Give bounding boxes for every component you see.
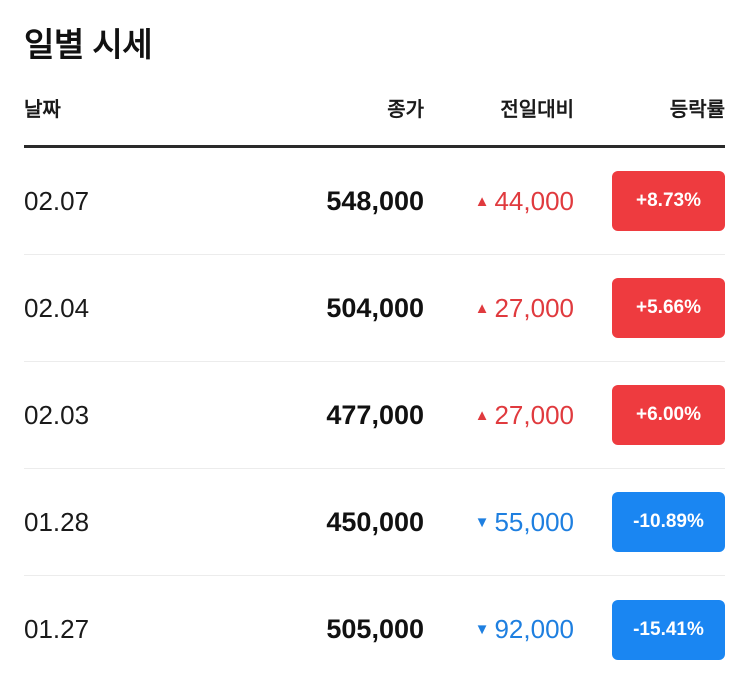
column-header-date: 날짜 [24,99,61,121]
row-close-price: 450,000 [326,506,424,537]
column-header-change: 전일대비 [500,99,574,121]
row-change: ▲ 27,000 [424,293,574,324]
row-date: 02.07 [24,185,90,216]
row-close-price: 548,000 [326,185,424,216]
row-change: ▼ 92,000 [424,614,574,645]
column-header-close: 종가 [387,99,424,121]
row-date: 02.03 [24,399,90,430]
daily-price-section: 일별 시세 날짜 종가 전일대비 등락률 02.07 548,000 ▲ 44,… [24,0,725,683]
table-header: 날짜 종가 전일대비 등락률 [24,70,725,148]
row-rate-cell: -10.89% [574,492,725,552]
row-change-value: 55,000 [494,506,574,537]
row-rate-cell: +8.73% [574,171,725,231]
row-change-value: 44,000 [494,185,574,216]
triangle-up-icon: ▲ [474,299,490,317]
row-change: ▼ 55,000 [424,507,574,538]
triangle-up-icon: ▲ [474,192,490,210]
page-title: 일별 시세 [24,26,153,63]
row-change: ▲ 44,000 [424,186,574,217]
row-rate-cell: -15.41% [574,599,725,660]
row-change-value: 92,000 [494,614,574,644]
row-change-value: 27,000 [494,399,574,430]
row-date: 01.27 [24,614,90,644]
table-row[interactable]: 01.28 450,000 ▼ 55,000 -10.89% [24,469,725,576]
triangle-down-icon: ▼ [474,621,490,638]
column-header-rate: 등락률 [669,99,725,121]
rate-badge: -10.89% [612,492,725,552]
rate-badge: -15.41% [612,599,725,660]
row-change-value: 27,000 [494,292,574,323]
triangle-up-icon: ▲ [474,406,490,424]
row-date: 01.28 [24,506,90,537]
rate-badge: +6.00% [612,385,725,445]
row-date: 02.04 [24,292,90,323]
table-row[interactable]: 01.27 505,000 ▼ 92,000 -15.41% [24,576,725,683]
rate-badge: +8.73% [612,171,725,231]
table-row[interactable]: 02.03 477,000 ▲ 27,000 +6.00% [24,362,725,469]
table-row[interactable]: 02.07 548,000 ▲ 44,000 +8.73% [24,148,725,255]
row-rate-cell: +5.66% [574,278,725,338]
triangle-down-icon: ▼ [474,513,490,531]
row-close-price: 477,000 [326,399,424,430]
table-row[interactable]: 02.04 504,000 ▲ 27,000 +5.66% [24,255,725,362]
row-close-price: 505,000 [326,614,424,644]
price-table-body: 02.07 548,000 ▲ 44,000 +8.73% 02.04 504,… [24,148,725,683]
rate-badge: +5.66% [612,278,725,338]
row-change: ▲ 27,000 [424,400,574,431]
row-rate-cell: +6.00% [574,385,725,445]
row-close-price: 504,000 [326,292,424,323]
